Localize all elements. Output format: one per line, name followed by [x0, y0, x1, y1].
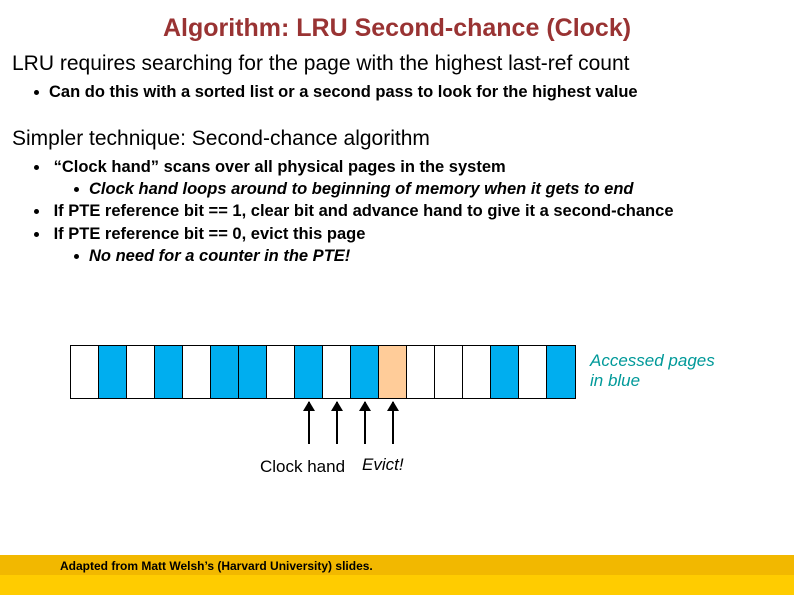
evict-label: Evict!: [362, 455, 404, 475]
bullet-ref-bit-0: If PTE reference bit == 0, evict this pa…: [50, 223, 782, 268]
page-frame: [239, 346, 267, 398]
page-frame: [211, 346, 239, 398]
bullet-clock-hand: “Clock hand” scans over all physical pag…: [50, 156, 782, 201]
page-frame: [295, 346, 323, 398]
bullet-clock-hand-text: “Clock hand” scans over all physical pag…: [54, 158, 506, 176]
clock-hand-arrow: [392, 402, 394, 444]
page-frame: [379, 346, 407, 398]
clock-hand-arrow: [336, 402, 338, 444]
footer-inner: [0, 575, 794, 595]
bullet-sorted-list: Can do this with a sorted list or a seco…: [50, 81, 782, 103]
paragraph-second-chance: Simpler technique: Second-chance algorit…: [0, 126, 794, 152]
text-ref1-mid: and: [314, 202, 353, 220]
page-frame: [519, 346, 547, 398]
accessed-pages-label: Accessed pages in blue: [590, 351, 715, 392]
text-ref0-suffix: this page: [288, 225, 365, 243]
bullets-lru: Can do this with a sorted list or a seco…: [0, 81, 794, 103]
text-ref1-prefix: If PTE reference bit == 1,: [54, 202, 251, 220]
slide-title: Algorithm: LRU Second-chance (Clock): [0, 0, 794, 43]
slide: Algorithm: LRU Second-chance (Clock) LRU…: [0, 0, 794, 595]
text-evict: evict: [251, 225, 289, 243]
page-frame: [463, 346, 491, 398]
page-frame: [71, 346, 99, 398]
text-ref0-prefix: If PTE reference bit == 0,: [54, 225, 251, 243]
page-frame: [155, 346, 183, 398]
page-frame: [435, 346, 463, 398]
sub-bullets-ref0: No need for a counter in the PTE!: [50, 245, 782, 267]
sub-bullets-clock-hand: Clock hand loops around to beginning of …: [50, 178, 782, 200]
bullet-ref-bit-1: If PTE reference bit == 1, clear bit and…: [50, 200, 782, 222]
text-clear-bit: clear bit: [251, 202, 314, 220]
sub-bullet-loop: Clock hand loops around to beginning of …: [90, 178, 782, 200]
bullets-second-chance: “Clock hand” scans over all physical pag…: [0, 156, 794, 267]
memory-diagram: Accessed pages in blue Clock hand Evict!: [70, 345, 730, 399]
page-frame: [407, 346, 435, 398]
clock-hand-label: Clock hand: [260, 457, 345, 477]
text-advance-hand: advance hand to give it a second-chance: [353, 202, 674, 220]
page-frame: [183, 346, 211, 398]
page-frame: [491, 346, 519, 398]
page-frame: [127, 346, 155, 398]
page-frame: [267, 346, 295, 398]
page-frame: [351, 346, 379, 398]
accessed-label-line1: Accessed pages: [590, 351, 715, 370]
clock-hand-arrow: [308, 402, 310, 444]
page-frame: [99, 346, 127, 398]
page-frame: [547, 346, 575, 398]
clock-hand-arrows: [70, 402, 574, 462]
page-frames-row: [70, 345, 576, 399]
accessed-label-line2: in blue: [590, 371, 640, 390]
footer-text: Adapted from Matt Welsh’s (Harvard Unive…: [60, 559, 373, 573]
clock-hand-arrow: [364, 402, 366, 444]
paragraph-lru: LRU requires searching for the page with…: [0, 51, 794, 77]
sub-bullet-no-counter: No need for a counter in the PTE!: [90, 245, 782, 267]
page-frame: [323, 346, 351, 398]
